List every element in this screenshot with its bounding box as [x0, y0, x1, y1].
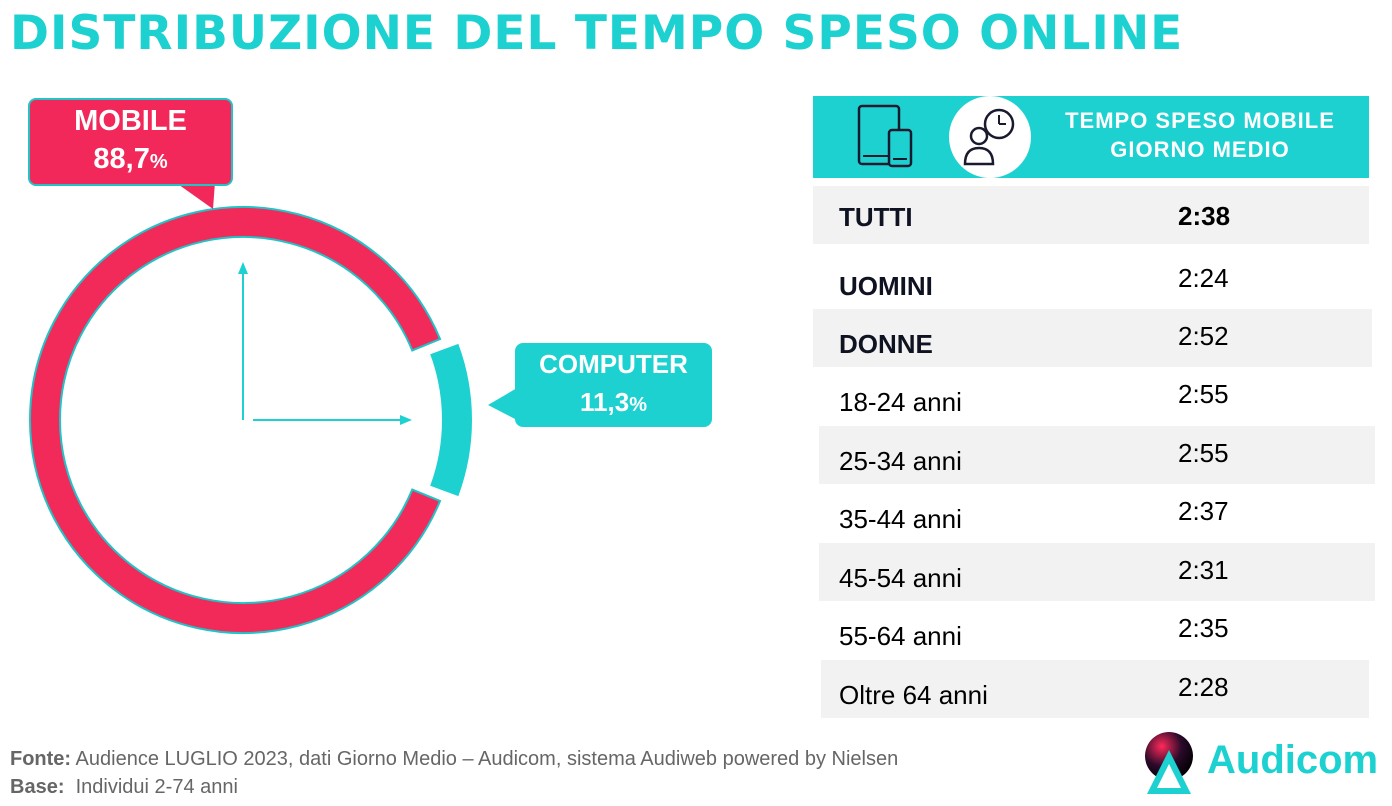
row-value: 2:35: [1178, 613, 1229, 643]
footer-base-label: Base:: [10, 776, 65, 798]
row-value: 2:31: [1178, 555, 1229, 585]
row-label: 55-64 anni: [839, 621, 962, 651]
page-title: DISTRIBUZIONE DEL TEMPO SPESO ONLINE: [10, 6, 1184, 61]
table-header-line-2: GIORNO MEDIO: [1110, 137, 1290, 162]
footer-base-text: Individui 2-74 anni: [64, 776, 238, 798]
row-label: 35-44 anni: [839, 504, 962, 534]
donut-chart: [29, 182, 517, 634]
row-value: 2:55: [1178, 438, 1229, 468]
mobile-time-table: TEMPO SPESO MOBILE GIORNO MEDIO TUTTI 2:3…: [813, 96, 1375, 718]
table-header-title: TEMPO SPESO MOBILE GIORNO MEDIO: [1041, 106, 1359, 164]
row-value: 2:52: [1178, 321, 1229, 351]
table-row: TUTTI 2:38: [813, 186, 1369, 244]
arrow-horizontal-head: [400, 415, 412, 425]
row-label: UOMINI: [839, 271, 933, 301]
table-row: 55-64 anni 2:35: [813, 601, 1369, 659]
footer-source: Fonte: Audience LUGLIO 2023, dati Giorno…: [10, 748, 898, 771]
row-value: 2:24: [1178, 263, 1229, 293]
mobile-label: MOBILE: [74, 105, 187, 137]
table-header: TEMPO SPESO MOBILE GIORNO MEDIO: [813, 96, 1369, 178]
table-row: 18-24 anni 2:55: [813, 367, 1369, 425]
logo-text: Audicom: [1207, 738, 1379, 782]
mobile-unit: %: [149, 151, 168, 173]
table-header-line-1: TEMPO SPESO MOBILE: [1065, 108, 1335, 133]
mobile-callout: MOBILE 88,7%: [28, 98, 233, 186]
mobile-value: 88,7: [93, 143, 150, 175]
table-row: 35-44 anni 2:37: [813, 484, 1369, 542]
computer-value: 11,3: [580, 387, 630, 417]
footer-source-text: Audience LUGLIO 2023, dati Giorno Medio …: [71, 748, 899, 770]
row-label: DONNE: [839, 329, 933, 359]
arrow-vertical-head: [238, 262, 248, 274]
row-value: 2:37: [1178, 496, 1229, 526]
computer-label: COMPUTER: [539, 349, 688, 379]
audicom-logo: Audicom: [1143, 730, 1383, 800]
mobile-callout-pointer: [175, 182, 215, 209]
table-row: Oltre 64 anni 2:28: [821, 660, 1369, 718]
tablet-phone-icon: [857, 104, 913, 168]
table-row: DONNE 2:52: [813, 309, 1372, 367]
footer-source-label: Fonte:: [10, 748, 72, 770]
slice-mobile: [29, 206, 442, 634]
table-row: UOMINI 2:24: [813, 251, 1369, 309]
clock-badge: [949, 96, 1031, 178]
row-value: 2:55: [1178, 379, 1229, 409]
row-value: 2:28: [1178, 672, 1229, 702]
computer-callout-pointer: [488, 388, 517, 420]
person-clock-icon: [963, 108, 1015, 166]
row-label: TUTTI: [839, 202, 913, 232]
row-label: 25-34 anni: [839, 446, 962, 476]
row-label: 18-24 anni: [839, 387, 962, 417]
computer-callout: COMPUTER 11,3%: [515, 343, 712, 427]
footer-base: Base: Individui 2-74 anni: [10, 776, 238, 799]
audicom-logo-mark: [1145, 732, 1193, 794]
table-row: 45-54 anni 2:31: [819, 543, 1375, 601]
slice-computer: [430, 343, 472, 497]
row-label: Oltre 64 anni: [839, 680, 988, 710]
computer-unit: %: [629, 394, 647, 416]
row-label: 45-54 anni: [839, 563, 962, 593]
row-value: 2:38: [1178, 201, 1231, 231]
table-row: 25-34 anni 2:55: [819, 426, 1375, 484]
